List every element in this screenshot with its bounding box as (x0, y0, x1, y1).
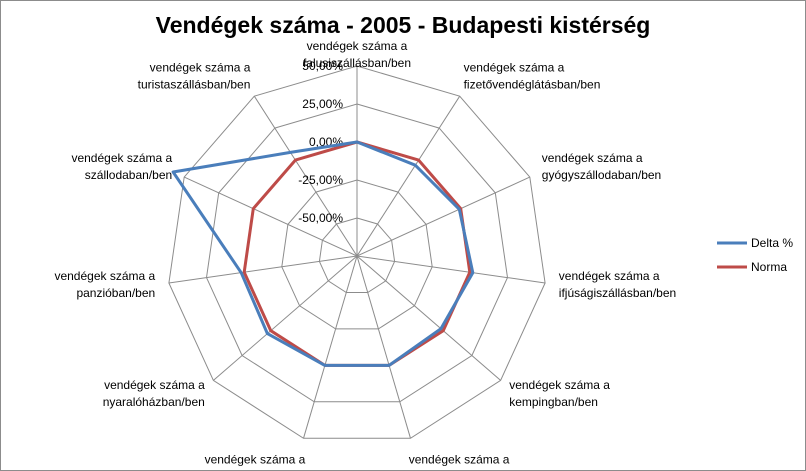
chart-title: Vendégek száma - 2005 - Budapesti kistér… (155, 12, 651, 38)
radial-tick-label: 25,00% (302, 97, 343, 111)
grid-ring (205, 103, 509, 403)
grid-spoke (168, 255, 358, 284)
category-label: vendégek száma a falusiszállásban/ben (303, 39, 411, 70)
grid-spoke (356, 255, 546, 284)
category-label: vendégek száma a panzióban/ben (54, 269, 155, 300)
grid-spoke (253, 95, 358, 257)
category-label: vendégek száma a fizetővendéglátásban/ben (464, 61, 601, 92)
radial-tick-label: 50,00% (302, 59, 343, 73)
grid-ring (318, 217, 396, 293)
grid-spoke (356, 255, 411, 439)
legend-label: Delta % (751, 236, 793, 250)
category-label: vendégek száma a szállodaban/ben (71, 151, 172, 182)
grid-spoke (356, 255, 501, 381)
category-label: vendégek száma a kempingban/ben (509, 378, 610, 409)
category-label: vendégek száma a turistaszállásban/ben (138, 61, 251, 92)
legend-label: Norma (751, 260, 787, 274)
category-labels: vendégek száma a falusiszállásban/ben vend… (54, 39, 676, 471)
radial-tick-label: -25,00% (298, 173, 343, 187)
grid-spoke (183, 176, 358, 257)
category-label: vendégek száma a nyaralóházban/ben (103, 378, 205, 409)
category-label: vendégek száma amagánszállásban/ben (189, 452, 306, 471)
grid-spoke (213, 255, 358, 381)
category-label: vendégek száma akereskedelmiszállásban/b… (409, 452, 560, 471)
grid-spoke (356, 95, 461, 257)
category-label: vendégek száma a gyógyszállodaban/ben (542, 151, 661, 182)
series-line (171, 140, 475, 367)
grid-spoke (356, 176, 531, 257)
grid-ring (281, 179, 433, 330)
radial-tick-label: -50,00% (298, 211, 343, 225)
radial-axis-ticks: -50,00%-25,00%0,00%25,00%50,00% (298, 59, 343, 225)
radar-grid (168, 65, 546, 439)
grid-ring (168, 65, 546, 439)
legend: Delta % Norma (717, 236, 793, 274)
grid-spoke (303, 255, 358, 439)
category-label: vendégek száma a ifjúságiszállásban/ben (559, 269, 676, 300)
series-lines (171, 140, 475, 367)
